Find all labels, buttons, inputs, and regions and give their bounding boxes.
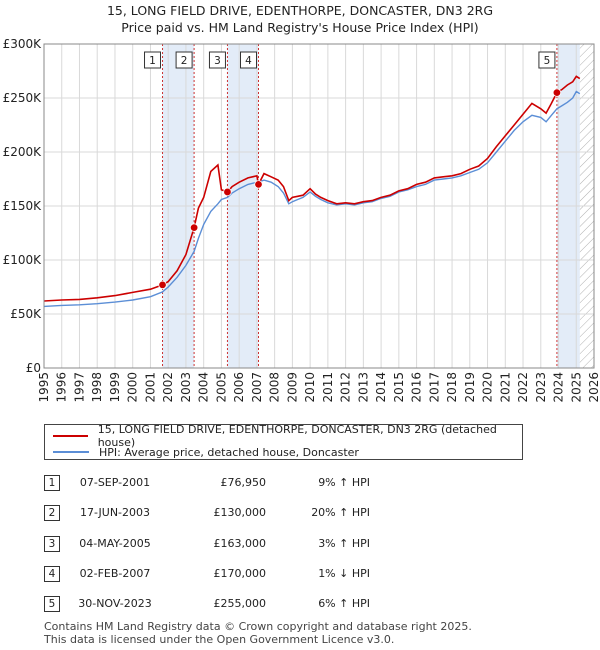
table-row: 2 17-JUN-2003 £130,000 20% ↑ HPI (0, 505, 600, 525)
x-tick-label: 2009 (285, 372, 299, 403)
chart-legend: 15, LONG FIELD DRIVE, EDENTHORPE, DONCAS… (44, 423, 523, 460)
plot-frame (43, 43, 595, 369)
x-tick-label: 2013 (356, 372, 370, 403)
y-tick-label: £300K (3, 37, 43, 51)
x-tick-label: 2008 (268, 372, 282, 403)
footer-license: This data is licensed under the Open Gov… (44, 633, 395, 646)
sale-number-box (175, 51, 193, 69)
x-tick-label: 1995 (37, 372, 51, 403)
x-tick-label: 2011 (321, 372, 335, 403)
transaction-hpi-diff: 9% ↑ HPI (318, 476, 370, 489)
sale-number-box (208, 51, 226, 69)
sale-number-label: 3 (214, 55, 221, 67)
x-tick-label: 2005 (214, 372, 228, 403)
x-tick-label: 2018 (445, 372, 459, 403)
transaction-number: 1 (44, 475, 60, 491)
chart-title: 15, LONG FIELD DRIVE, EDENTHORPE, DONCAS… (106, 3, 494, 18)
transaction-date: 30-NOV-2023 (78, 597, 152, 610)
x-tick-label: 2002 (161, 372, 175, 403)
legend-item-hpi: HPI: Average price, detached house, Donc… (53, 444, 359, 460)
x-tick-label: 2019 (463, 372, 477, 403)
sale-number-label: 5 (544, 55, 551, 67)
x-tick-label: 2014 (374, 372, 388, 403)
y-tick-label: £200K (3, 145, 43, 159)
legend-label-property: 15, LONG FIELD DRIVE, EDENTHORPE, DONCAS… (97, 423, 497, 449)
transaction-price: £76,950 (220, 476, 267, 489)
x-tick-label: 2006 (232, 372, 246, 403)
transaction-price: £163,000 (213, 537, 267, 550)
x-tick-label: 2003 (179, 372, 193, 403)
sale-number-box (240, 51, 257, 69)
transaction-hpi-diff: 3% ↑ HPI (318, 537, 370, 550)
sale-point (254, 180, 263, 189)
x-tick-label: 2023 (534, 372, 548, 403)
x-tick-label: 2020 (481, 372, 495, 403)
x-tick-label: 2007 (250, 372, 264, 403)
x-tick-label: 1997 (72, 372, 86, 403)
legend-label-hpi: HPI: Average price, detached house, Donc… (99, 445, 359, 459)
sale-number-label: 4 (245, 55, 252, 67)
sale-point (552, 88, 562, 97)
footer-copyright: Contains HM Land Registry data © Crown c… (44, 620, 472, 633)
sale-point (158, 280, 167, 290)
transaction-date: 17-JUN-2003 (79, 506, 151, 519)
chart-subtitle: Price paid vs. HM Land Registry's House … (121, 20, 479, 35)
transaction-date: 02-FEB-2007 (79, 567, 151, 580)
sale-number-label: 1 (149, 55, 156, 67)
table-row: 4 02-FEB-2007 £170,000 1% ↓ HPI (0, 566, 600, 586)
sale-number-box (538, 51, 556, 69)
transaction-number: 2 (44, 505, 60, 521)
table-row: 5 30-NOV-2023 £255,000 6% ↑ HPI (0, 596, 600, 616)
x-tick-label: 1999 (108, 372, 122, 403)
y-tick-label: £0 (26, 361, 41, 375)
transaction-hpi-diff: 20% ↑ HPI (311, 506, 370, 519)
transaction-number: 4 (44, 566, 60, 582)
x-tick-label: 2024 (552, 372, 566, 403)
sale-number-label: 2 (181, 55, 188, 67)
x-tick-label: 2004 (197, 372, 211, 403)
x-tick-label: 2010 (303, 372, 317, 403)
table-row: 1 07-SEP-2001 £76,950 9% ↑ HPI (0, 475, 600, 495)
transaction-date: 04-MAY-2005 (79, 537, 151, 550)
x-tick-label: 2000 (126, 372, 140, 403)
x-tick-label: 1998 (90, 372, 104, 403)
y-tick-label: £250K (3, 91, 43, 105)
y-tick-label: £100K (3, 253, 43, 267)
transaction-date: 07-SEP-2001 (79, 476, 151, 489)
price-chart: 1 2 3 4 5 £0 £50K £100K £150K £200K £250K £300K 1995… (3, 37, 600, 403)
x-tick-label: 2025 (569, 372, 583, 403)
x-tick-label: 1996 (55, 372, 69, 403)
y-tick-label: £50K (10, 307, 42, 321)
y-tick-label: £150K (3, 199, 43, 213)
legend-line-hpi (53, 451, 89, 453)
x-tick-label: 2022 (516, 372, 530, 403)
sale-point (223, 187, 232, 197)
x-tick-label: 2015 (392, 372, 406, 403)
x-tick-label: 2021 (498, 372, 512, 403)
legend-line-property (53, 435, 88, 437)
legend-item-property: 15, LONG FIELD DRIVE, EDENTHORPE, DONCAS… (53, 423, 522, 449)
transaction-hpi-diff: 1% ↓ HPI (318, 567, 370, 580)
x-tick-label: 2001 (143, 372, 157, 403)
sale-number-box (144, 51, 162, 69)
transaction-price: £255,000 (213, 597, 267, 610)
table-row: 3 04-MAY-2005 £163,000 3% ↑ HPI (0, 536, 600, 556)
x-tick-label: 2012 (339, 372, 353, 403)
x-tick-label: 2017 (427, 372, 441, 403)
x-tick-label: 2026 (587, 372, 600, 403)
transaction-price: £170,000 (213, 567, 267, 580)
x-tick-label: 2016 (410, 372, 424, 403)
transaction-hpi-diff: 6% ↑ HPI (318, 597, 370, 610)
transaction-number: 3 (44, 536, 60, 552)
transaction-price: £130,000 (213, 506, 267, 519)
series-line-hpi (43, 90, 581, 308)
transaction-number: 5 (44, 596, 60, 612)
sale-point (189, 223, 199, 232)
